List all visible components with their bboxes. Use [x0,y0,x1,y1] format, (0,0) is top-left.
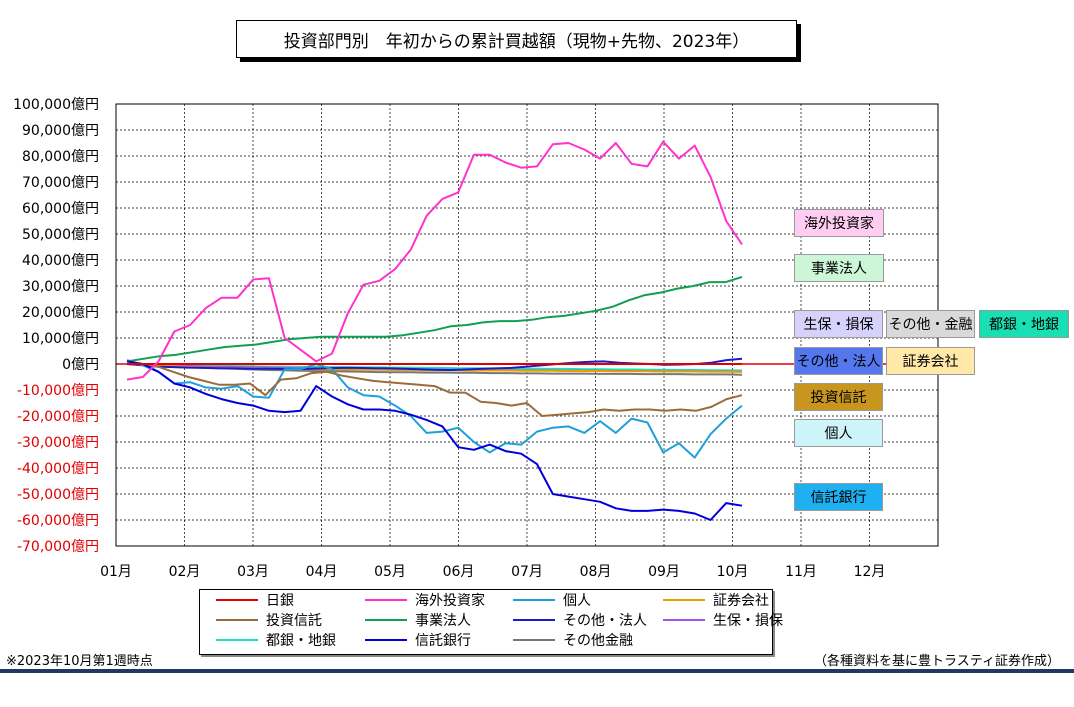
legend-label: 証券会社 [713,593,769,609]
x-tick-label: 07月 [511,564,543,580]
legend-item: 投資信託 [216,610,322,630]
series-line-9 [126,360,743,521]
legend-swatch [365,639,407,641]
legend-swatch [663,619,705,621]
legend-swatch [216,619,258,621]
series-line-4 [126,360,743,417]
legend-label: その他・法人 [563,613,647,629]
x-tick-label: 03月 [237,564,269,580]
y-tick-label: 90,000億円 [22,123,99,139]
y-tick-label: -50,000億円 [17,487,99,503]
y-tick-label: 40,000億円 [22,253,99,269]
end-label-1: 事業法人 [794,254,884,282]
end-label-4: 都銀・地銀 [979,310,1069,338]
y-tick-label: 60,000億円 [22,201,99,217]
x-tick-label: 06月 [443,564,475,580]
source-note: （各種資料を基に豊トラスティ証券作成） [814,654,1060,669]
legend-item: 日銀 [216,590,294,610]
legend-item: 生保・損保 [663,610,783,630]
series-line-8 [126,363,743,372]
x-tick-label: 08月 [580,564,612,580]
legend-swatch [663,599,705,601]
x-tick-label: 05月 [374,564,406,580]
bottom-divider [0,669,1074,673]
footnote: ※2023年10月第1週時点 [6,654,153,669]
y-tick-label: 10,000億円 [22,331,99,347]
legend-swatch [513,599,555,601]
legend-swatch [216,639,258,641]
chart-title: 投資部門別 年初からの累計買越額（現物+先物、2023年） [236,20,797,58]
end-label-5: その他・法人 [794,347,883,375]
y-tick-label: -60,000億円 [17,513,99,529]
x-tick-label: 01月 [100,564,132,580]
y-axis-tick-labels: 100,000億円 90,000億円 80,000億円 70,000億円 60,000億… [13,97,99,555]
legend-item: 信託銀行 [365,630,471,650]
y-tick-label: 100,000億円 [13,97,99,113]
legend-label: 生保・損保 [713,613,783,629]
series-lines [126,140,743,521]
legend-label: 個人 [563,593,591,609]
legend-label: その他金融 [563,633,633,649]
x-tick-label: 04月 [306,564,338,580]
x-tick-label: 02月 [169,564,201,580]
legend-swatch [365,619,407,621]
end-label-3: その他・金融 [886,310,975,338]
end-label-2: 生保・損保 [794,310,883,338]
legend-label: 事業法人 [415,613,471,629]
x-tick-label: 10月 [717,564,749,580]
end-label-7: 投資信託 [794,383,883,411]
legend: 日銀 海外投資家 個人 証券会社投資信託 事業法人 その他・法人 生保・損保都銀・地銀 信託銀… [199,589,783,655]
x-tick-label: 09月 [648,564,680,580]
series-line-2 [126,359,743,459]
legend-label: 投資信託 [266,613,322,629]
x-axis-tick-labels: 01月 02月 03月 04月 05月 06月 07月 08月 09月 10月 11月 12月 [100,564,885,580]
legend-item: 事業法人 [365,610,471,630]
legend-swatch [216,599,258,601]
legend-label: 日銀 [266,593,294,609]
y-tick-label: 20,000億円 [22,305,99,321]
end-label-0: 海外投資家 [794,209,884,237]
legend-label: 都銀・地銀 [266,633,336,649]
legend-item: 証券会社 [663,590,769,610]
y-tick-label: 70,000億円 [22,175,99,191]
y-tick-label: -10,000億円 [17,383,99,399]
legend-swatch [513,639,555,641]
y-tick-label: 30,000億円 [22,279,99,295]
legend-item: 都銀・地銀 [216,630,336,650]
series-line-5 [126,275,743,363]
y-tick-label: -40,000億円 [17,461,99,477]
legend-item: 個人 [513,590,591,610]
legend-item: 海外投資家 [365,590,485,610]
y-tick-label: 50,000億円 [22,227,99,243]
y-tick-label: -20,000億円 [17,409,99,425]
legend-label: 海外投資家 [415,593,485,609]
y-tick-label: 0億円 [62,357,99,373]
end-label-9: 信託銀行 [794,483,883,511]
legend-label: 信託銀行 [415,633,471,649]
legend-swatch [513,619,555,621]
x-tick-label: 12月 [854,564,886,580]
end-label-6: 証券会社 [886,347,975,375]
x-tick-label: 11月 [785,564,817,580]
series-line-1 [126,140,743,381]
y-tick-label: -30,000億円 [17,435,99,451]
end-label-8: 個人 [794,419,883,447]
legend-swatch [365,599,407,601]
y-tick-label: -70,000億円 [17,539,99,555]
legend-item: その他・法人 [513,610,647,630]
y-tick-label: 80,000億円 [22,149,99,165]
legend-item: その他金融 [513,630,633,650]
